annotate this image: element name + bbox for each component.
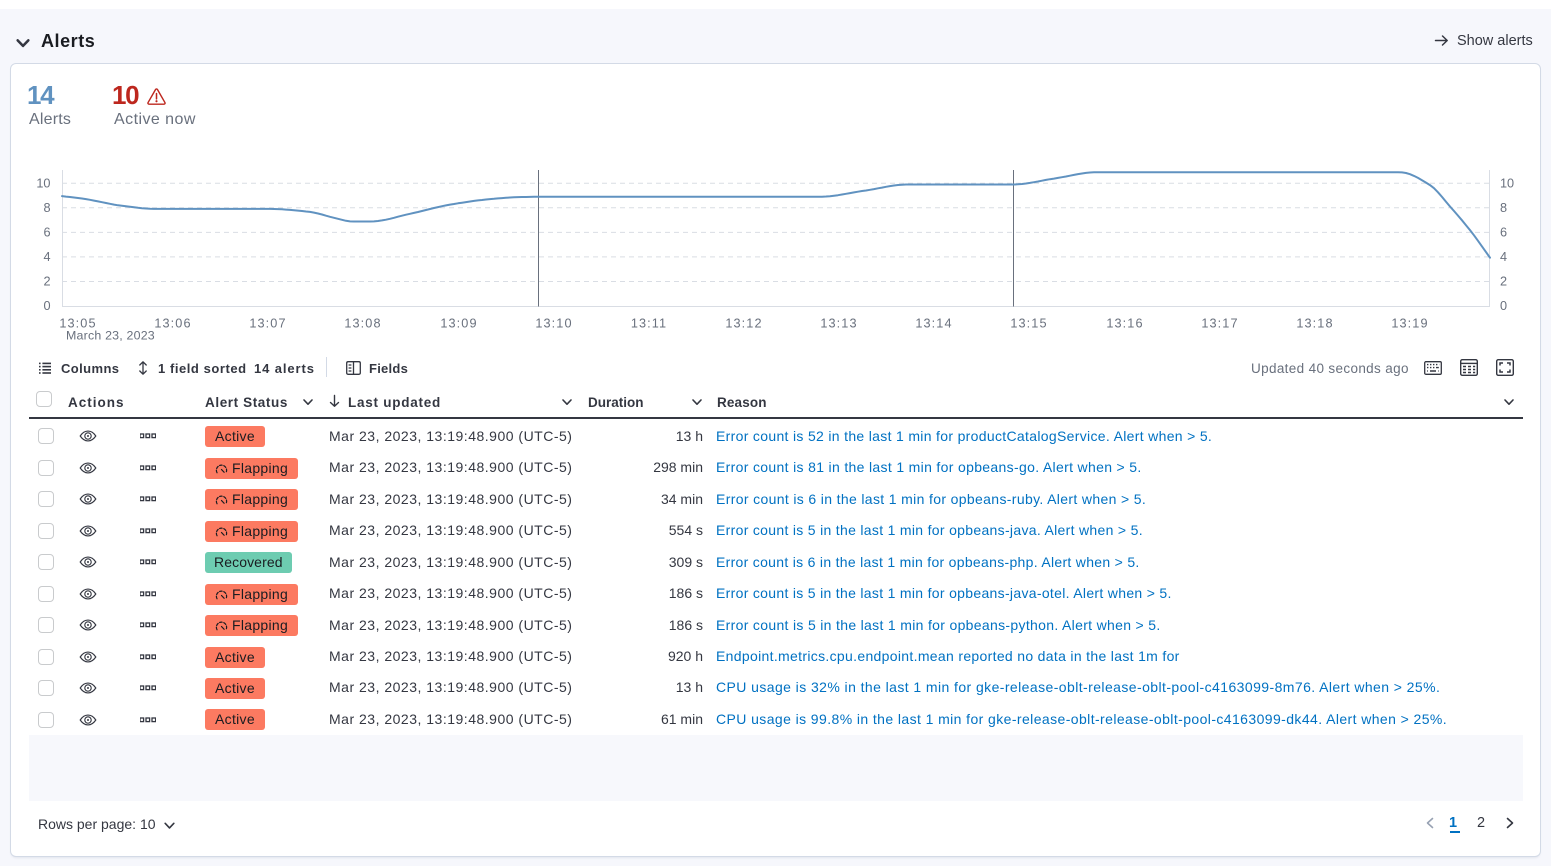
svg-text:6: 6 bbox=[1500, 226, 1507, 240]
svg-text:13:10: 13:10 bbox=[535, 317, 572, 331]
svg-text:6: 6 bbox=[43, 226, 50, 240]
svg-text:13:06: 13:06 bbox=[154, 317, 191, 331]
svg-text:13:18: 13:18 bbox=[1296, 317, 1333, 331]
svg-text:13:05: 13:05 bbox=[59, 317, 96, 331]
svg-text:March 23, 2023: March 23, 2023 bbox=[66, 329, 155, 343]
svg-text:0: 0 bbox=[43, 299, 50, 313]
svg-text:4: 4 bbox=[43, 250, 50, 264]
svg-text:10: 10 bbox=[1500, 177, 1514, 191]
svg-text:8: 8 bbox=[1500, 201, 1507, 215]
svg-text:0: 0 bbox=[1500, 299, 1507, 313]
svg-text:13:12: 13:12 bbox=[725, 317, 762, 331]
svg-text:13:15: 13:15 bbox=[1010, 317, 1047, 331]
svg-text:4: 4 bbox=[1500, 250, 1507, 264]
svg-text:10: 10 bbox=[36, 177, 50, 191]
svg-text:2: 2 bbox=[1500, 275, 1507, 289]
svg-text:2: 2 bbox=[43, 275, 50, 289]
svg-text:13:17: 13:17 bbox=[1201, 317, 1238, 331]
svg-text:13:09: 13:09 bbox=[440, 317, 477, 331]
svg-text:13:07: 13:07 bbox=[249, 317, 286, 331]
svg-text:13:08: 13:08 bbox=[344, 317, 381, 331]
svg-text:13:11: 13:11 bbox=[631, 317, 667, 331]
svg-text:13:13: 13:13 bbox=[820, 317, 857, 331]
svg-text:8: 8 bbox=[43, 201, 50, 215]
svg-text:13:14: 13:14 bbox=[915, 317, 952, 331]
svg-text:13:16: 13:16 bbox=[1106, 317, 1143, 331]
svg-text:13:19: 13:19 bbox=[1391, 317, 1428, 331]
